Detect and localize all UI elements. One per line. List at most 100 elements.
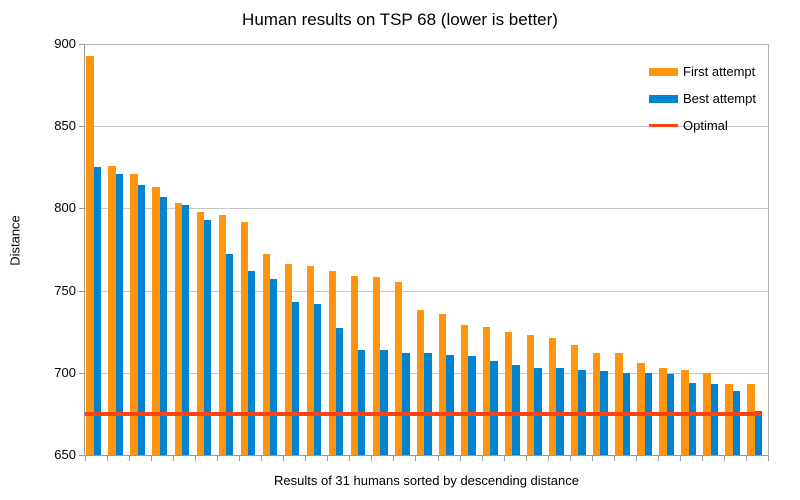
- legend-swatch-line: [649, 124, 678, 127]
- x-axis-tick: [173, 456, 175, 461]
- y-tick-label: 900: [54, 36, 76, 51]
- bar-first-attempt: [86, 55, 94, 455]
- plot-border-top: [85, 44, 768, 45]
- y-axis-tick: [79, 44, 84, 45]
- bar-best-attempt: [93, 167, 102, 455]
- x-axis-tick: [613, 456, 615, 461]
- bar-best-attempt: [556, 367, 564, 455]
- y-tick-label: 800: [54, 200, 76, 216]
- y-tick-label: 650: [54, 447, 76, 462]
- x-axis-tick: [151, 456, 153, 461]
- bar-best-attempt: [754, 410, 763, 455]
- bar-first-attempt: [527, 335, 535, 455]
- bar-first-attempt: [416, 310, 425, 455]
- bar-first-attempt: [240, 221, 248, 455]
- y-axis-tick: [79, 126, 84, 128]
- x-axis-tick: [569, 456, 571, 461]
- bar-best-attempt: [314, 303, 322, 455]
- bar-best-attempt: [358, 349, 366, 455]
- x-axis-tick: [129, 456, 131, 461]
- x-axis-tick: [393, 456, 395, 461]
- x-axis-tick: [239, 456, 241, 461]
- y-axis-tick: [79, 208, 84, 210]
- gridline-750: [85, 290, 768, 292]
- bar-first-attempt: [306, 265, 315, 455]
- x-axis-tick: [261, 456, 263, 461]
- x-axis-tick: [701, 456, 703, 461]
- bar-best-attempt: [181, 205, 190, 455]
- bar-best-attempt: [710, 384, 718, 455]
- gridline-800: [85, 208, 768, 210]
- chart-title: Human results on TSP 68 (lower is better…: [242, 10, 558, 29]
- legend-label: First attempt: [683, 64, 756, 79]
- plot-border-right: [768, 44, 769, 455]
- x-axis-tick: [195, 456, 197, 461]
- x-axis-tick: [503, 456, 505, 461]
- legend-label: Best attempt: [683, 91, 756, 106]
- legend-swatch-bar: [649, 67, 678, 76]
- bar-first-attempt: [174, 203, 182, 455]
- bar-first-attempt: [218, 214, 226, 455]
- plot-area: [79, 44, 769, 461]
- legend-label: Optimal: [683, 118, 728, 133]
- bar-first-attempt: [438, 313, 447, 455]
- x-axis-tick: [283, 456, 285, 461]
- y-axis-tick: [79, 372, 84, 374]
- x-axis-title: Results of 31 humans sorted by descendin…: [274, 473, 579, 488]
- bar-best-attempt: [402, 353, 410, 455]
- x-axis-tick: [723, 456, 725, 461]
- x-axis-tick: [657, 456, 659, 461]
- bar-first-attempt: [460, 325, 469, 455]
- bar-first-attempt: [372, 277, 381, 455]
- optimal-line: [85, 412, 761, 416]
- x-axis-tick: [481, 456, 483, 461]
- bar-best-attempt: [137, 185, 146, 455]
- x-axis-tick: [459, 456, 461, 461]
- bar-first-attempt: [394, 282, 403, 455]
- y-tick-label: 850: [54, 118, 76, 134]
- bar-best-attempt: [336, 328, 344, 455]
- bar-first-attempt: [747, 384, 755, 455]
- x-axis-tick: [547, 456, 549, 461]
- x-axis-tick: [745, 456, 747, 461]
- x-axis-tick: [217, 456, 219, 461]
- bar-best-attempt: [424, 353, 432, 455]
- y-axis-tick: [79, 290, 84, 292]
- x-axis-tick: [591, 456, 593, 461]
- bar-first-attempt: [549, 338, 557, 455]
- bar-first-attempt: [659, 367, 667, 455]
- x-axis-tick: [107, 456, 109, 461]
- x-axis-tick: [768, 456, 769, 461]
- bar-first-attempt: [152, 187, 160, 455]
- bar-best-attempt: [247, 270, 256, 455]
- gridline-850: [85, 126, 768, 128]
- bar-first-attempt: [328, 270, 337, 455]
- x-axis-tick: [85, 456, 86, 461]
- bar-first-attempt: [482, 326, 491, 455]
- bar-best-attempt: [225, 254, 234, 455]
- bar-first-attempt: [108, 165, 116, 455]
- y-tick-label: 750: [54, 282, 76, 298]
- bar-best-attempt: [468, 356, 476, 455]
- bar-best-attempt: [446, 354, 454, 455]
- bar-first-attempt: [350, 275, 359, 455]
- x-axis-line: [84, 455, 769, 456]
- bar-best-attempt: [512, 364, 520, 455]
- x-axis-tick: [635, 456, 637, 461]
- x-axis-tick: [371, 456, 373, 461]
- bar-best-attempt: [270, 279, 278, 455]
- bar-first-attempt: [262, 254, 270, 455]
- bar-first-attempt: [130, 173, 138, 455]
- bar-best-attempt: [688, 382, 696, 455]
- x-axis-tick: [525, 456, 527, 461]
- bar-first-attempt: [593, 353, 601, 455]
- x-axis-tick: [415, 456, 417, 461]
- legend-row-optimal: Optimal: [649, 112, 756, 139]
- bar-best-attempt: [159, 196, 168, 455]
- x-axis-tick: [349, 456, 351, 461]
- bar-best-attempt: [115, 173, 124, 455]
- bar-best-attempt: [380, 349, 388, 455]
- x-axis-tick: [679, 456, 681, 461]
- bar-first-attempt: [284, 264, 293, 455]
